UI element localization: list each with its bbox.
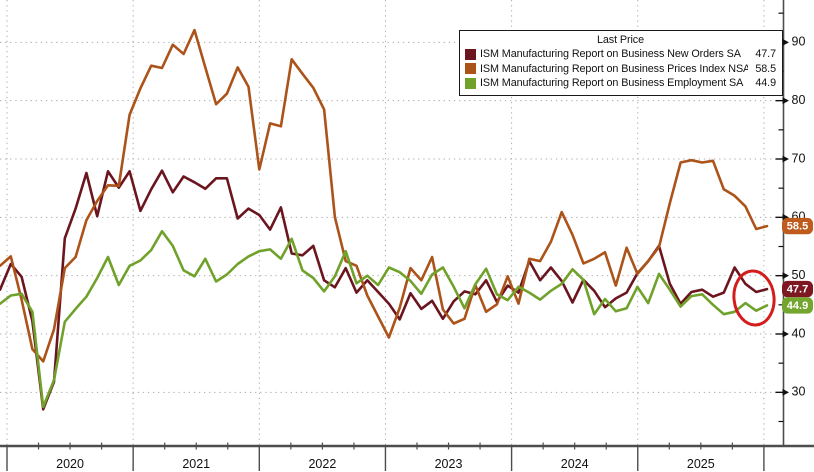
y-axis-tick-arrow (782, 330, 789, 338)
y-axis-tick-arrow (782, 155, 789, 163)
y-axis-tick-arrow (782, 213, 789, 221)
last-price-badge-new-orders (782, 280, 813, 298)
y-axis-tick-arrow (782, 97, 789, 105)
x-axis-year-label: 2021 (182, 457, 210, 471)
y-axis-label: 30 (792, 385, 806, 399)
last-price-badge-value-prices: 58.5 (787, 220, 808, 232)
legend-label-employment: ISM Manufacturing Report on Business Emp… (480, 77, 744, 90)
series-line-prices (0, 28, 769, 363)
last-price-badge-prices (782, 217, 813, 235)
last-price-badge-employment (782, 297, 813, 314)
y-axis-tick-arrow (782, 388, 789, 396)
legend-row-prices: ISM Manufacturing Report on Business Pri… (465, 62, 776, 77)
y-axis-tick-arrow (782, 272, 789, 280)
last-price-badge-value-employment: 44.9 (787, 300, 808, 312)
x-axis-year-label: 2023 (435, 457, 463, 471)
y-axis-label: 80 (792, 93, 806, 107)
legend-label-new-orders: ISM Manufacturing Report on Business New… (480, 48, 741, 60)
y-axis-label: 70 (792, 151, 806, 165)
legend-value-employment: 44.9 (755, 77, 776, 90)
x-axis-year-label: 2020 (56, 457, 84, 471)
series-swatch-prices (465, 63, 476, 75)
y-axis-tick-arrow (782, 38, 789, 46)
y-axis-label: 40 (792, 326, 806, 340)
legend-value-new-orders: 47.7 (755, 48, 776, 60)
legend-row-new-orders: ISM Manufacturing Report on Business New… (465, 47, 776, 62)
x-axis-year-label: 2025 (687, 457, 715, 471)
y-axis-label: 90 (792, 35, 806, 49)
x-axis-year-label: 2022 (308, 457, 336, 471)
x-axis-year-label: 2024 (561, 457, 589, 471)
y-axis-label: 50 (792, 268, 806, 282)
legend-label-prices: ISM Manufacturing Report on Business Pri… (480, 62, 748, 75)
legend-value-prices: 58.5 (755, 62, 776, 75)
series-line-employment (0, 230, 769, 409)
series-swatch-employment (465, 77, 476, 89)
legend-title: Last Price (596, 34, 644, 46)
highlight-ellipse (732, 269, 776, 327)
series-swatch-new-orders (465, 48, 476, 60)
last-price-badge-value-new-orders: 47.7 (787, 283, 808, 295)
legend-row-employment: ISM Manufacturing Report on Business Emp… (465, 76, 776, 91)
chart-legend: Last Price ISM Manufacturing Report on B… (459, 30, 783, 96)
